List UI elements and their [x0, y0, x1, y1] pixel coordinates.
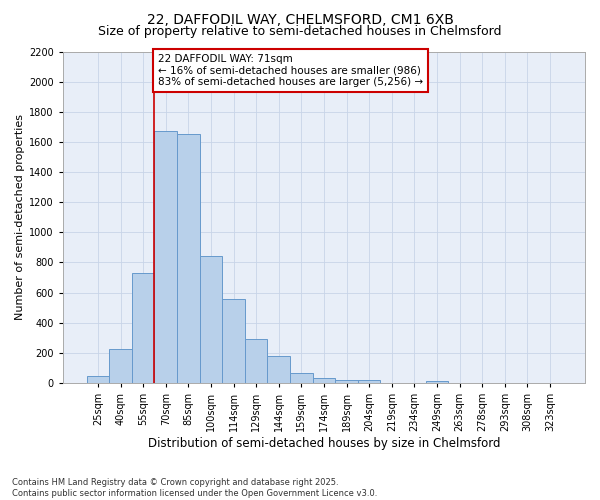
Bar: [222, 298, 245, 383]
Bar: [290, 373, 313, 383]
Text: 22 DAFFODIL WAY: 71sqm
← 16% of semi-detached houses are smaller (986)
83% of se: 22 DAFFODIL WAY: 71sqm ← 16% of semi-det…: [158, 54, 423, 87]
Y-axis label: Number of semi-detached properties: Number of semi-detached properties: [15, 114, 25, 320]
Bar: [200, 256, 222, 383]
Bar: [154, 130, 177, 383]
Bar: [268, 356, 290, 383]
Text: Contains HM Land Registry data © Crown copyright and database right 2025.
Contai: Contains HM Land Registry data © Crown c…: [12, 478, 377, 498]
Bar: [358, 380, 380, 383]
Bar: [109, 349, 132, 383]
Bar: [425, 381, 448, 383]
Bar: [335, 380, 358, 383]
Bar: [177, 134, 200, 383]
X-axis label: Distribution of semi-detached houses by size in Chelmsford: Distribution of semi-detached houses by …: [148, 437, 500, 450]
Text: Size of property relative to semi-detached houses in Chelmsford: Size of property relative to semi-detach…: [98, 25, 502, 38]
Bar: [86, 376, 109, 383]
Bar: [313, 378, 335, 383]
Text: 22, DAFFODIL WAY, CHELMSFORD, CM1 6XB: 22, DAFFODIL WAY, CHELMSFORD, CM1 6XB: [146, 12, 454, 26]
Bar: [245, 338, 268, 383]
Bar: [132, 273, 154, 383]
